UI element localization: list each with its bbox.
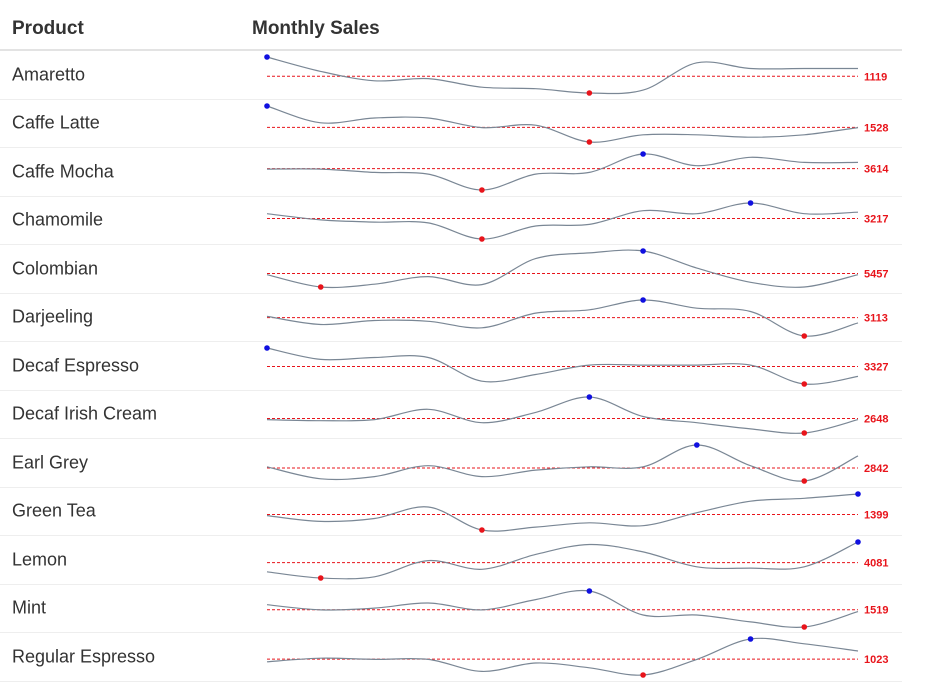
sales-trend-line <box>266 298 859 337</box>
sales-table: Product Monthly Sales Amaretto 1119 Caffe … <box>0 0 902 682</box>
sparkline-value-label: 2648 <box>864 413 888 425</box>
sparkline-value-label: 5457 <box>864 268 888 280</box>
sales-trend-line <box>266 589 859 628</box>
product-name: Amaretto <box>12 64 86 85</box>
sparkline-chart: 1528 <box>264 102 888 145</box>
min-point-marker <box>317 575 324 581</box>
table-header: Product Monthly Sales <box>0 0 902 51</box>
sparkline-chart: 2648 <box>266 393 888 436</box>
max-point-marker <box>640 296 646 303</box>
product-name: Chamomile <box>12 209 104 230</box>
monthly-sales-column-header: Monthly Sales <box>252 18 380 39</box>
table-row: Amaretto 1119 <box>0 51 902 100</box>
product-name: Decaf Irish Cream <box>12 403 158 424</box>
max-point-marker <box>264 102 270 109</box>
table-row: Lemon 4081 <box>0 536 902 585</box>
sparkline-value-label: 4081 <box>864 558 888 570</box>
max-point-marker <box>640 151 646 157</box>
sparkline-chart: 5457 <box>266 248 888 290</box>
min-point-marker <box>801 429 808 436</box>
sparkline-chart: 1023 <box>266 636 888 678</box>
table-row: Chamomile 3217 <box>0 197 902 245</box>
min-point-marker <box>801 623 808 630</box>
sparkline-chart: 1119 <box>264 54 887 96</box>
sparkline-value-label: 3113 <box>864 312 888 324</box>
sparkline-chart: 1519 <box>266 587 888 630</box>
sparkline-value-label: 1023 <box>864 654 888 666</box>
sales-trend-line <box>266 201 859 240</box>
min-point-marker <box>801 381 808 387</box>
min-point-marker <box>317 284 324 290</box>
product-name: Colombian <box>12 258 99 279</box>
table-row: Decaf Espresso 3327 <box>0 342 902 391</box>
product-name: Lemon <box>12 549 68 570</box>
table-row: Decaf Irish Cream 2648 <box>0 391 902 439</box>
product-name: Decaf Espresso <box>12 355 140 376</box>
sparkline-chart: 3217 <box>266 199 888 242</box>
sparkline-chart: 4081 <box>266 539 888 581</box>
min-point-marker <box>479 235 485 242</box>
product-name: Caffe Latte <box>12 112 100 133</box>
sparkline-value-label: 3217 <box>864 213 888 225</box>
product-name: Mint <box>12 597 47 618</box>
max-point-marker <box>747 199 754 206</box>
table-row: Earl Grey 2842 <box>0 439 902 488</box>
max-point-marker <box>855 490 861 497</box>
max-point-marker <box>586 393 593 400</box>
table-row: Green Tea 1399 <box>0 488 902 536</box>
sparkline-chart: 1399 <box>266 490 888 533</box>
table-row: Caffe Latte 1528 <box>0 100 902 148</box>
max-point-marker <box>586 587 593 594</box>
min-point-marker <box>586 138 593 145</box>
sparkline-value-label: 1519 <box>864 604 888 616</box>
product-column-header: Product <box>12 18 84 39</box>
product-name: Caffe Mocha <box>12 161 114 182</box>
table-row: Darjeeling 3113 <box>0 294 902 342</box>
sales-trend-line <box>266 104 859 143</box>
sparkline-value-label: 3327 <box>864 362 888 374</box>
product-name: Green Tea <box>12 500 96 521</box>
sales-trend-line <box>266 347 859 385</box>
sparkline-chart: 3614 <box>266 151 889 193</box>
sales-trend-line <box>266 56 858 95</box>
sales-trend-line <box>266 395 859 434</box>
table-row: Regular Espresso 1023 <box>0 633 902 682</box>
product-name: Earl Grey <box>12 452 89 473</box>
sparkline-chart: 3113 <box>266 296 888 339</box>
sparkline-value-label: 1119 <box>864 71 887 83</box>
table-row: Caffe Mocha 3614 <box>0 148 902 197</box>
max-point-marker <box>640 248 646 254</box>
sparkline-chart: 3327 <box>264 345 888 387</box>
table-row: Colombian 5457 <box>0 245 902 294</box>
sparkline-value-label: 3614 <box>864 164 889 176</box>
sparkline-chart: 2842 <box>266 442 888 484</box>
sales-trend-line <box>266 153 859 191</box>
sales-trend-line <box>266 541 859 580</box>
max-point-marker <box>694 442 700 448</box>
min-point-marker <box>479 526 485 533</box>
max-point-marker <box>264 54 270 60</box>
product-name: Regular Espresso <box>12 646 156 667</box>
sparkline-value-label: 2842 <box>864 463 888 475</box>
sales-trend-line <box>266 444 859 482</box>
max-point-marker <box>264 345 270 351</box>
product-name: Darjeeling <box>12 306 94 327</box>
min-point-marker <box>586 90 593 96</box>
min-point-marker <box>640 672 646 678</box>
min-point-marker <box>801 478 808 484</box>
sparkline-value-label: 1528 <box>864 122 888 134</box>
min-point-marker <box>479 187 485 193</box>
table-body: Amaretto 1119 Caffe Latte 1528 Caffe Mocha 36… <box>0 51 902 682</box>
max-point-marker <box>747 636 754 642</box>
table-row: Mint 1519 <box>0 585 902 633</box>
sparkline-value-label: 1399 <box>864 509 888 521</box>
sales-trend-line <box>266 637 859 676</box>
min-point-marker <box>801 332 808 339</box>
sales-trend-line <box>266 249 859 289</box>
sales-trend-line <box>266 492 859 532</box>
max-point-marker <box>855 539 861 545</box>
